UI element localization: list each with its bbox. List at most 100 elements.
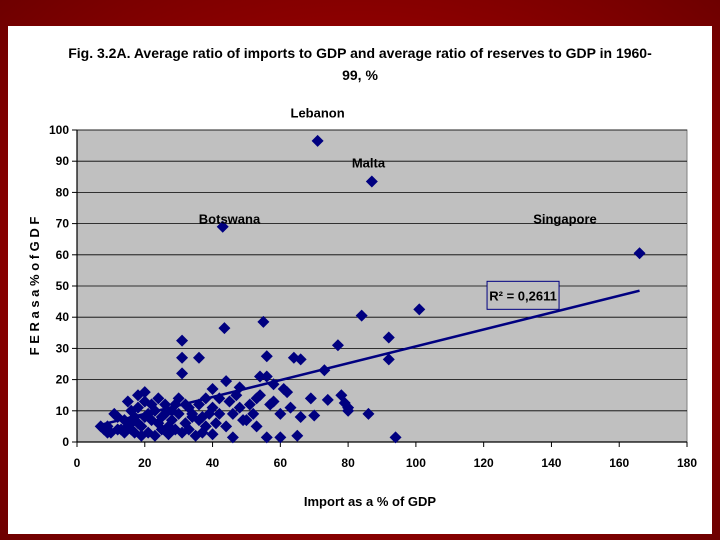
data-point — [159, 398, 172, 411]
x-tick-label: 40 — [206, 456, 220, 470]
data-point — [220, 420, 233, 433]
data-point — [176, 367, 189, 380]
data-point — [233, 401, 246, 414]
data-point — [382, 331, 395, 344]
data-point — [254, 370, 266, 383]
data-point — [389, 431, 402, 444]
data-point — [342, 404, 355, 417]
data-point — [230, 389, 243, 402]
data-point — [125, 423, 138, 436]
data-point — [240, 414, 253, 427]
data-point — [145, 398, 158, 411]
scatter-chart: Fig. 3.2A. Average ratio of imports to G… — [27, 45, 697, 509]
data-point — [382, 353, 395, 366]
r-squared-label: R² = 0,2611 — [489, 288, 557, 303]
x-tick-label: 20 — [138, 456, 152, 470]
data-point — [355, 309, 368, 322]
data-point — [193, 398, 205, 411]
data-point — [274, 431, 287, 444]
data-point — [633, 247, 646, 260]
data-point — [176, 334, 189, 347]
data-point — [284, 401, 297, 414]
data-point — [226, 431, 239, 444]
data-point — [213, 392, 226, 405]
plot-area: 0 10 20 30 40 50 60 70 80 90 100 0 20 40 60 80 100 120 140… — [49, 106, 697, 470]
data-point — [267, 378, 280, 391]
data-point — [193, 351, 205, 364]
data-point — [125, 404, 138, 417]
y-tick-label: 0 — [62, 435, 69, 449]
y-tick-label: 50 — [56, 279, 70, 293]
data-point — [318, 364, 331, 377]
y-axis-label: F E R a s a % o f G D F — [27, 217, 42, 356]
y-tick-label: 90 — [56, 154, 70, 168]
x-tick-label: 100 — [406, 456, 426, 470]
x-axis-label: Import as a % of GDP — [304, 494, 437, 509]
data-point — [321, 393, 334, 406]
data-point — [172, 392, 185, 405]
data-point — [216, 220, 229, 233]
data-point — [362, 407, 375, 420]
data-point — [206, 382, 219, 395]
data-point — [148, 429, 161, 442]
data-point — [250, 420, 263, 433]
annotation-label: Singapore — [533, 212, 597, 227]
data-point — [274, 407, 287, 420]
data-point — [182, 423, 195, 436]
data-point — [186, 411, 199, 424]
data-point — [243, 398, 256, 411]
annotation-label: Malta — [352, 155, 386, 170]
r-squared-box — [486, 280, 560, 310]
data-point — [311, 134, 324, 147]
data-point — [94, 420, 107, 433]
y-tick-label: 80 — [56, 185, 70, 199]
data-point — [138, 411, 151, 424]
data-point — [176, 351, 189, 364]
x-tick-label: 140 — [541, 456, 561, 470]
chart-panel: Fig. 3.2A. Average ratio of imports to G… — [8, 26, 712, 534]
data-point — [294, 411, 307, 424]
data-point — [260, 370, 273, 383]
data-point — [331, 339, 344, 352]
data-point — [281, 386, 294, 399]
data-point — [257, 315, 270, 328]
data-point — [213, 407, 226, 420]
y-tick-label: 70 — [56, 217, 70, 231]
x-tick-label: 160 — [609, 456, 629, 470]
data-point — [199, 392, 212, 405]
y-tick-label: 40 — [56, 310, 70, 324]
data-point — [413, 303, 426, 316]
data-point — [132, 417, 144, 430]
data-point — [294, 353, 307, 366]
data-point — [179, 398, 192, 411]
data-point — [226, 407, 239, 420]
data-point — [247, 407, 260, 420]
data-point — [132, 389, 144, 402]
y-tick-label: 30 — [56, 341, 70, 355]
data-point — [254, 389, 266, 402]
data-point — [220, 375, 233, 388]
trendline — [100, 289, 640, 427]
y-tick-label: 100 — [49, 123, 69, 137]
data-point — [121, 395, 134, 408]
chart-title-line-2: 99, % — [342, 67, 378, 83]
data-point — [206, 428, 219, 441]
data-point — [165, 404, 178, 417]
data-point — [304, 392, 317, 405]
annotation-label: Botswana — [199, 212, 261, 227]
x-tick-label: 120 — [474, 456, 494, 470]
annotation-label: Lebanon — [291, 106, 345, 121]
x-tick-label: 180 — [677, 456, 697, 470]
data-point — [308, 409, 321, 422]
chart-title-line-1: Fig. 3.2A. Average ratio of imports to G… — [68, 45, 652, 61]
data-point — [267, 395, 280, 408]
data-point — [260, 350, 273, 363]
data-point — [101, 426, 114, 439]
data-point — [209, 417, 222, 430]
data-point — [260, 431, 273, 444]
x-tick-label: 60 — [274, 456, 288, 470]
data-point — [152, 392, 165, 405]
data-point — [108, 407, 121, 420]
y-tick-label: 20 — [56, 373, 70, 387]
data-point — [365, 175, 378, 188]
